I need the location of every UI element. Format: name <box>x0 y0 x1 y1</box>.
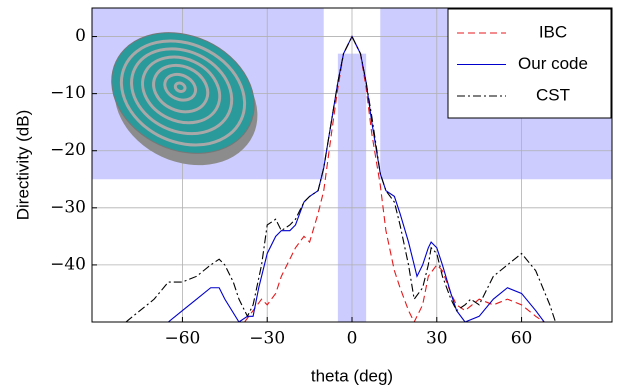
x-tick-label: 30 <box>426 329 448 349</box>
x-tick-label: −30 <box>249 329 285 349</box>
y-tick-label: 0 <box>75 26 86 46</box>
legend-label: CST <box>536 85 570 104</box>
legend: IBC Our code CST <box>448 9 611 118</box>
x-tick-label: 0 <box>347 329 358 349</box>
x-axis-label: theta (deg) <box>311 366 393 385</box>
y-axis-label: Directivity (dB) <box>13 110 32 221</box>
chart: −60 −30 0 30 60 0 −10 −20 −30 −40 theta (deg) Dir… <box>0 0 627 392</box>
x-tick-label: −60 <box>164 329 200 349</box>
legend-label: IBC <box>539 22 567 41</box>
y-tick-label: −20 <box>50 140 86 160</box>
y-tick-label: −40 <box>50 254 86 274</box>
x-tick-label: 60 <box>511 329 533 349</box>
legend-label: Our code <box>518 54 588 73</box>
y-tick-label: −10 <box>50 83 86 103</box>
y-tick-label: −30 <box>50 197 86 217</box>
